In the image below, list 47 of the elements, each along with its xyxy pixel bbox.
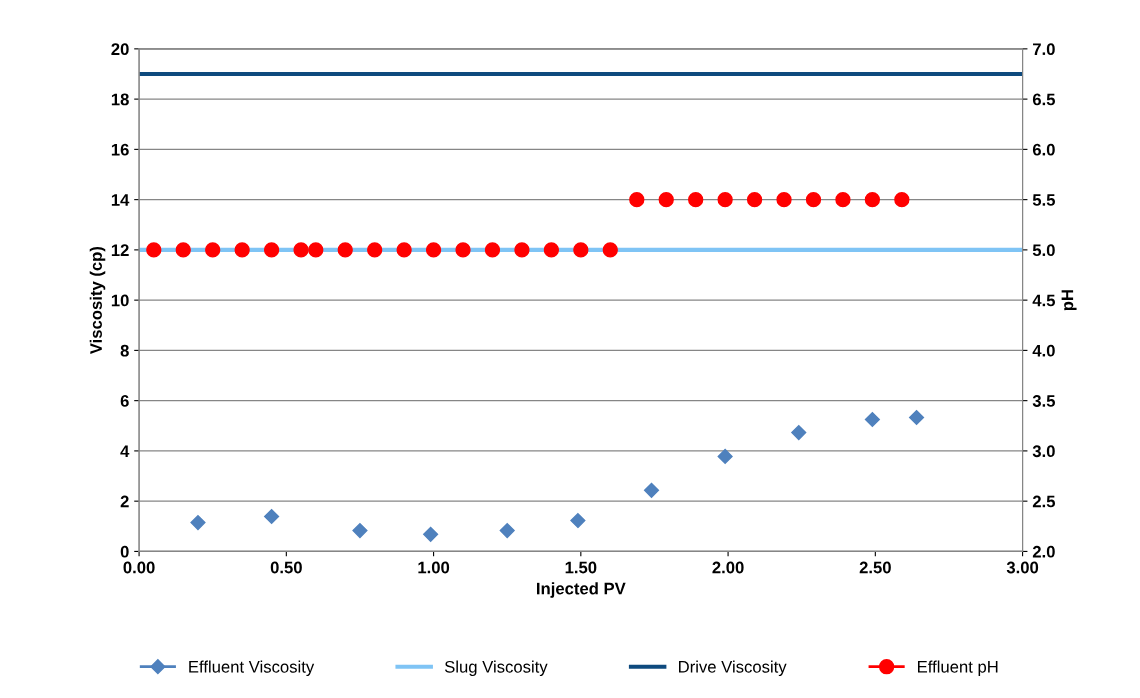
x-tick-label: 0.50	[270, 561, 302, 574]
y2-tick-label: 4.5	[1032, 294, 1056, 307]
y-tick-label: 12	[111, 244, 129, 256]
point	[791, 424, 807, 441]
y2-tick-label: 7.0	[1033, 43, 1055, 56]
legend-label: Slug Viscosity	[444, 660, 548, 677]
x-tick-label: 0.00	[123, 561, 155, 574]
legend-label: Drive Viscosity	[679, 660, 787, 677]
x-tick-label: 3.00	[1006, 561, 1039, 574]
point	[864, 411, 880, 428]
y-tick-label: 4	[120, 445, 130, 457]
x-tick-label: 2.00	[712, 561, 744, 574]
legend-label: Effluent pH	[918, 660, 998, 677]
y-tick-label: 16	[111, 143, 129, 156]
y2-tick-label: 4.0	[1032, 344, 1055, 357]
point	[643, 482, 660, 498]
point	[499, 522, 515, 539]
x-axis-title: Injected PV	[537, 582, 626, 598]
point	[570, 512, 586, 529]
y2-tick-label: 3.0	[1032, 445, 1055, 458]
point	[423, 526, 439, 542]
point	[190, 514, 206, 531]
y2-tick-label: 2.5	[1032, 495, 1056, 508]
y-tick-label: 6	[120, 395, 129, 407]
y2-tick-label: 3.5	[1032, 395, 1056, 407]
y2-tick-label: 6.5	[1032, 93, 1056, 106]
point	[264, 508, 280, 525]
y2-tick-label: 5.5	[1032, 194, 1056, 206]
y2-axis-title: pH	[1061, 290, 1077, 311]
legend-label: Effluent Viscosity	[189, 660, 315, 677]
y-tick-label: 0	[120, 545, 129, 558]
x-tick-label: 2.50	[859, 561, 891, 574]
point	[908, 409, 925, 426]
y-tick-label: 8	[120, 344, 129, 357]
point	[717, 448, 733, 465]
point	[352, 522, 368, 539]
y-tick-label: 14	[111, 194, 130, 206]
y-tick-label: 18	[111, 93, 129, 106]
y-tick-label: 10	[111, 294, 129, 307]
y-axis-title: Viscosity (cp)	[89, 246, 106, 355]
x-tick-label: 1.50	[565, 561, 597, 574]
x-tick-label: 1.00	[418, 561, 450, 574]
y2-tick-label: 2.0	[1032, 545, 1055, 558]
y-tick-label: 20	[111, 43, 129, 56]
y2-tick-label: 6.0	[1032, 143, 1055, 156]
y2-tick-label: 5.0	[1032, 244, 1055, 257]
y-tick-label: 2	[120, 495, 129, 508]
